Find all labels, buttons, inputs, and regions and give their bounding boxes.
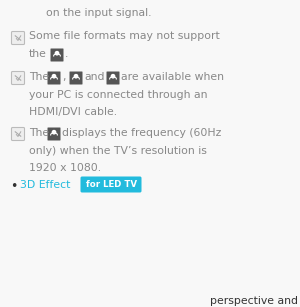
Text: displays the frequency (60Hz: displays the frequency (60Hz: [62, 128, 221, 138]
Text: your PC is connected through an: your PC is connected through an: [29, 90, 208, 100]
Text: The: The: [29, 72, 49, 82]
FancyBboxPatch shape: [11, 127, 25, 141]
Polygon shape: [111, 75, 115, 78]
Text: are available when: are available when: [121, 72, 224, 82]
Text: Some file formats may not support: Some file formats may not support: [29, 31, 220, 41]
Text: perspective and: perspective and: [210, 296, 298, 306]
FancyBboxPatch shape: [70, 72, 83, 84]
Polygon shape: [74, 75, 78, 78]
Text: and: and: [84, 72, 104, 82]
Polygon shape: [52, 75, 56, 78]
Text: 3D Effect: 3D Effect: [20, 180, 70, 190]
Polygon shape: [55, 52, 59, 55]
Text: ,: ,: [62, 72, 65, 82]
Text: the: the: [29, 49, 47, 59]
FancyBboxPatch shape: [47, 72, 61, 84]
FancyBboxPatch shape: [80, 177, 142, 192]
Text: 1920 x 1080.: 1920 x 1080.: [29, 163, 101, 173]
Polygon shape: [52, 130, 56, 134]
Text: HDMI/DVI cable.: HDMI/DVI cable.: [29, 107, 117, 117]
FancyBboxPatch shape: [106, 72, 119, 84]
Text: .: .: [65, 49, 68, 59]
FancyBboxPatch shape: [11, 72, 25, 84]
Text: only) when the TV’s resolution is: only) when the TV’s resolution is: [29, 146, 207, 156]
Text: for LED TV: for LED TV: [85, 180, 136, 189]
FancyBboxPatch shape: [47, 127, 61, 141]
Text: •: •: [10, 180, 17, 193]
Text: on the input signal.: on the input signal.: [46, 8, 152, 18]
FancyBboxPatch shape: [11, 32, 25, 45]
FancyBboxPatch shape: [50, 49, 64, 61]
Text: The: The: [29, 128, 49, 138]
